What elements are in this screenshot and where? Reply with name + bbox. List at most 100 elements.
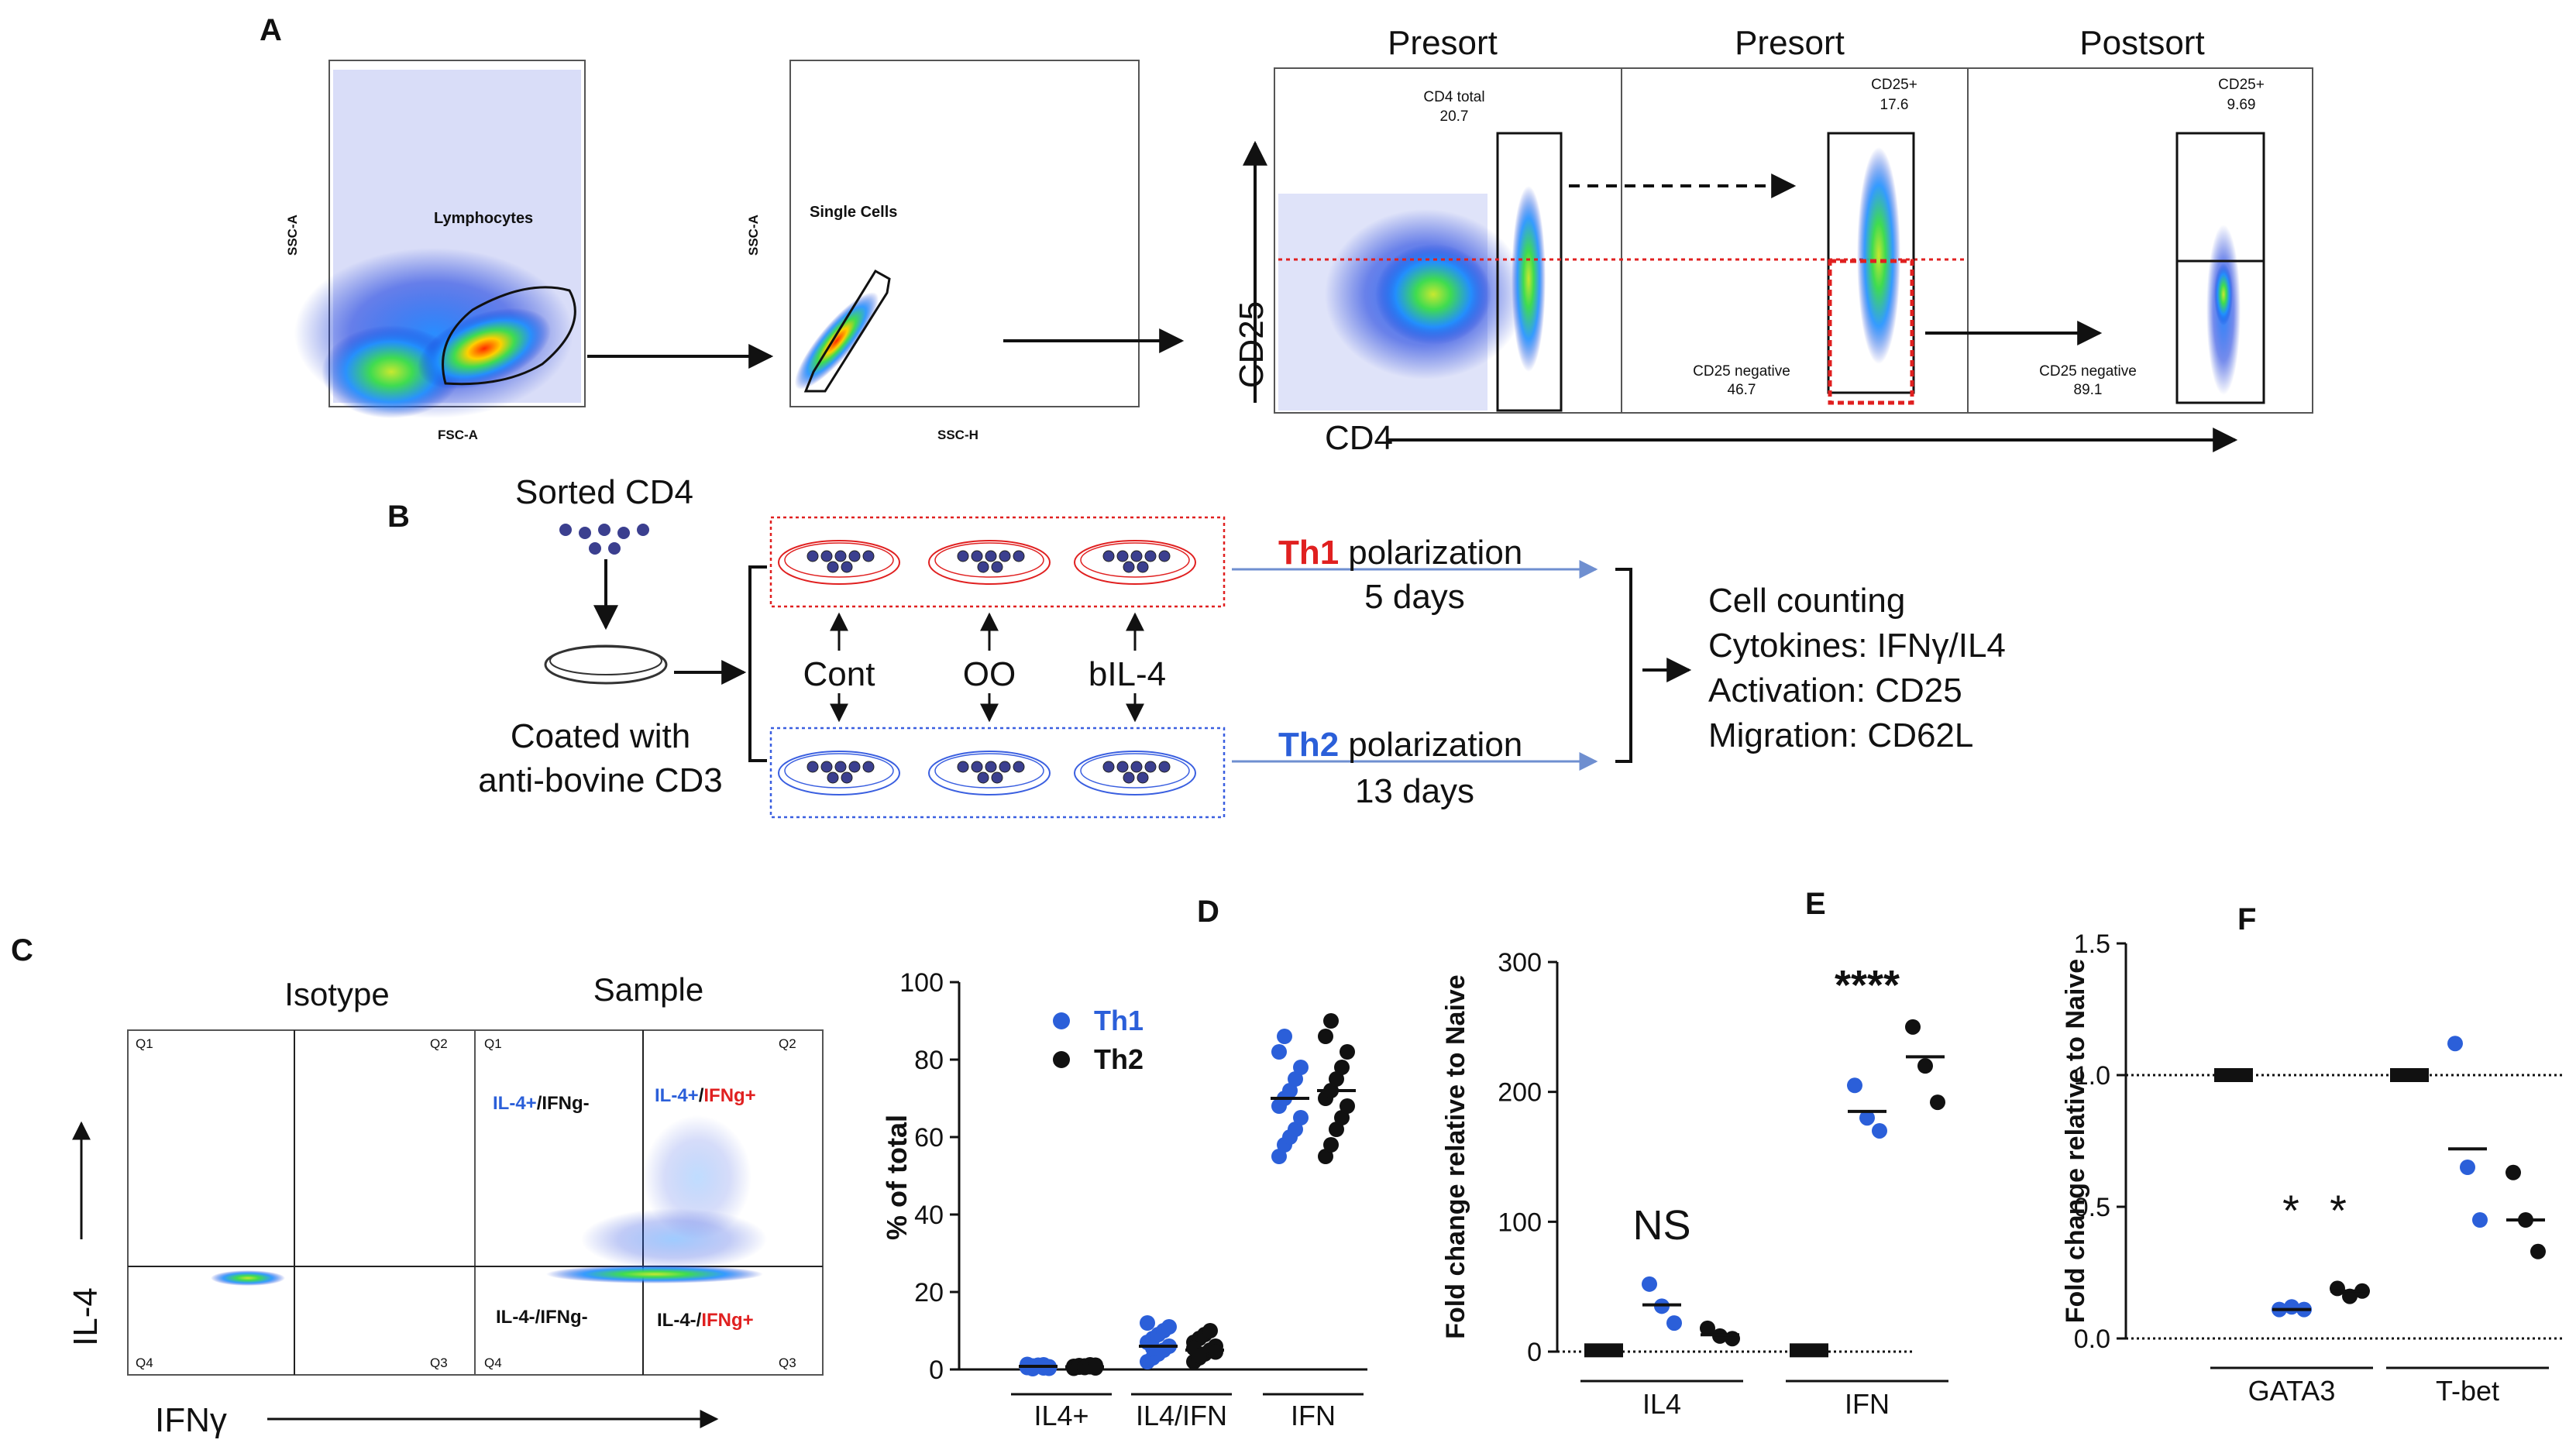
culture-dishes [778, 540, 1196, 795]
coated-label: Coated with [511, 717, 690, 755]
cell [971, 761, 983, 773]
cd25-pos-presort-label: CD25+ [1871, 77, 1917, 93]
x-tick-label: IL4 [1642, 1388, 1681, 1420]
ssc-h-axis-label: SSC-H [937, 428, 978, 442]
cell [1137, 771, 1149, 784]
chart-e: 0 100 200 300 Fold change relative to Naive I… [1441, 948, 1948, 1420]
data-point-th2 [1202, 1323, 1218, 1338]
cell [848, 761, 861, 773]
data-point-th2 [1192, 1348, 1207, 1364]
readout-activation: Activation: CD25 [1708, 672, 1962, 710]
cell [1013, 761, 1025, 773]
legend-marker-th1 [1053, 1012, 1070, 1029]
cell-cluster-icon [559, 524, 649, 555]
chart-d: 0 20 40 60 80 100 % of total IL4+ IL4/IFN IFN Th1 T… [881, 968, 1367, 1431]
cell [1158, 761, 1171, 773]
panel-b: Sorted CD4 Coated with anti-bovine CD3 C… [478, 473, 2006, 819]
cell [971, 550, 983, 562]
header-presort: Presort [1735, 24, 1845, 62]
treatment-arrows [830, 612, 1144, 723]
th2-days: 13 days [1355, 772, 1474, 810]
cell [820, 761, 833, 773]
plot-fsc-ssc: Lymphocytes FSC-A SSC-A [285, 60, 586, 442]
panel-label-b: B [387, 500, 410, 534]
cell [1123, 561, 1135, 573]
y-axis-title: % of total [881, 1115, 913, 1240]
y-tick-label: 20 [914, 1278, 944, 1307]
header-presort: Presort [1388, 24, 1498, 62]
data-point-th1 [1271, 1044, 1287, 1060]
data-point-th1 [2472, 1212, 2488, 1228]
cd4-density [1857, 147, 1900, 364]
y-tick-label: 200 [1498, 1078, 1542, 1108]
cd4-positive-density [1512, 186, 1546, 372]
x-tick-label: IFN [1291, 1400, 1336, 1431]
q4-population-label: IL-4-/IFNg- [496, 1307, 588, 1328]
treatment-bil4: bIL-4 [1089, 655, 1166, 693]
legend-marker-th2 [1053, 1051, 1070, 1068]
cell [1144, 761, 1157, 773]
panel-a: Lymphocytes FSC-A SSC-A Single Cells SSC… [285, 24, 2313, 457]
readout-cell-counting: Cell counting [1708, 582, 1905, 620]
cd4-total-gate [1496, 132, 1563, 412]
cell [807, 761, 819, 773]
panel-label-a: A [260, 13, 282, 47]
data-point-th1 [1666, 1315, 1682, 1331]
coated-label-2: anti-bovine CD3 [478, 761, 723, 799]
culture-dish-rim [784, 753, 894, 789]
data-point-th2 [1930, 1094, 1945, 1111]
data-point-th1 [1161, 1319, 1177, 1335]
ssc-axis-label: SSC-A [285, 215, 300, 256]
readout-migration: Migration: CD62L [1708, 716, 1973, 754]
y-tick-label: 0 [929, 1356, 944, 1385]
x-tick-label: IL4+ [1033, 1400, 1089, 1431]
data-point-th2 [1208, 1344, 1223, 1360]
cell [1102, 550, 1115, 562]
naive-marker [1790, 1343, 1828, 1358]
data-point-th1 [1859, 1110, 1875, 1126]
lymphocyte-gate-label: Lymphocytes [434, 210, 533, 227]
cell [841, 771, 853, 784]
cell [1158, 550, 1171, 562]
panel-label-f: F [2237, 902, 2256, 936]
y-tick-label: 100 [1498, 1208, 1542, 1237]
data-point-th2 [1917, 1058, 1933, 1074]
data-point-th1 [1282, 1083, 1298, 1098]
y-tick-label: 1.5 [2074, 929, 2110, 959]
x-tick-label: T-bet [2436, 1375, 2499, 1407]
cell [1123, 771, 1135, 784]
legend-label-th1: Th1 [1094, 1005, 1144, 1036]
data-point-th1 [1271, 1149, 1287, 1164]
treatment-oo: OO [963, 655, 1016, 693]
cell [862, 550, 875, 562]
cell [1013, 550, 1025, 562]
cell [957, 550, 969, 562]
cell [957, 761, 969, 773]
treatment-cont: Cont [803, 655, 875, 693]
cell [834, 550, 847, 562]
cd25-neg-postsort-label: CD25 negative [2039, 363, 2137, 380]
y-tick-label: 60 [914, 1123, 944, 1153]
x-tick-label: IFN [1845, 1388, 1890, 1420]
data-point-th1 [1288, 1071, 1303, 1087]
data-point-th2 [1329, 1122, 1344, 1137]
q1-label: Q1 [136, 1036, 153, 1051]
culture-dish-rim [784, 542, 894, 578]
cell [827, 771, 839, 784]
q4-label: Q4 [136, 1356, 153, 1370]
sort-plots: Presort Presort Postsort CD4 total 20.7 … [1233, 24, 2313, 457]
cell [985, 550, 997, 562]
cell [999, 550, 1011, 562]
y-tick-label: 300 [1498, 948, 1542, 978]
culture-dish-rim [1080, 542, 1190, 578]
cd25-axis-label: CD25 [1233, 301, 1271, 389]
cell [820, 550, 833, 562]
cell [1102, 761, 1115, 773]
cell [991, 771, 1003, 784]
ifng-axis-label: IFNγ [155, 1401, 227, 1439]
cd25-pos-postsort-label: CD25+ [2218, 77, 2265, 93]
q3-population-label: IL-4-/IFNg+ [657, 1310, 754, 1331]
data-point-th1 [2447, 1036, 2463, 1052]
y-tick-label: 80 [914, 1046, 944, 1075]
